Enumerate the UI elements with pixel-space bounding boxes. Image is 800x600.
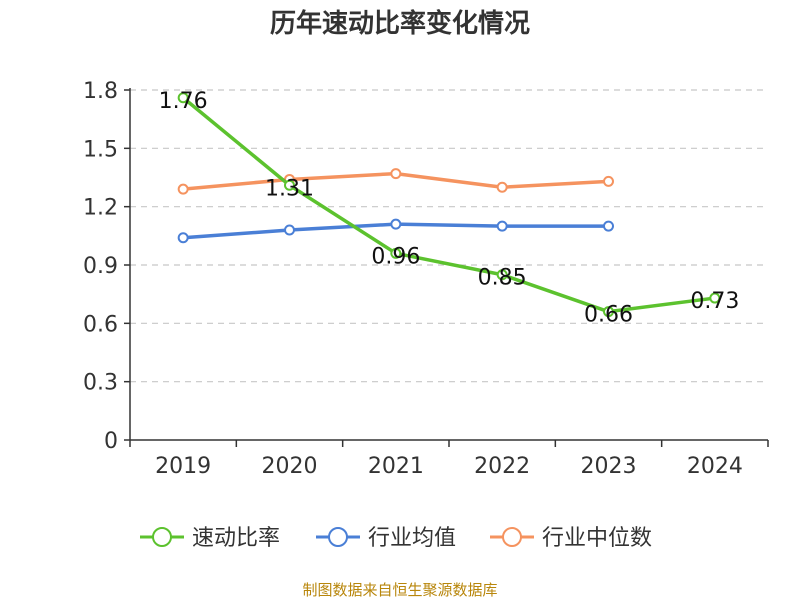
- x-tick-label: 2023: [581, 454, 637, 479]
- data-point: [603, 220, 614, 232]
- data-point: [603, 175, 614, 187]
- x-tick-label: 2020: [262, 454, 318, 479]
- data-point: [177, 92, 189, 104]
- chart-title: 历年速动比率变化情况: [270, 8, 530, 39]
- data-label: 1.76: [159, 89, 208, 114]
- y-tick-label: 0.6: [83, 312, 118, 337]
- data-point: [709, 292, 721, 304]
- y-tick-label: 0.9: [83, 254, 118, 279]
- data-label: 0.73: [690, 289, 739, 314]
- data-point: [603, 306, 614, 318]
- x-tick-label: 2022: [474, 454, 530, 479]
- data-point: [284, 179, 295, 191]
- legend-marker[interactable]: [328, 527, 348, 547]
- legend-label[interactable]: 行业中位数: [542, 526, 652, 551]
- data-point: [496, 220, 508, 232]
- y-tick-label: 0.3: [83, 371, 118, 396]
- data-point: [390, 247, 402, 259]
- data-point: [390, 168, 402, 180]
- data-label: 0.66: [584, 303, 633, 328]
- series-layer: [177, 92, 721, 318]
- data-point: [177, 232, 189, 244]
- x-tick-label: 2021: [368, 454, 424, 479]
- legend[interactable]: 速动比率 行业均值 行业中位数: [140, 526, 652, 551]
- data-labels: 1.76 1.31 0.96 0.85 0.66 0.73: [159, 89, 740, 328]
- data-label: 0.96: [371, 244, 420, 269]
- axes: 0 0.3 0.6 0.9 1.2 1.5 1.8 2019 2020 2021 2022 2023 2…: [83, 79, 769, 479]
- data-point: [177, 183, 189, 195]
- data-label: 1.31: [265, 176, 314, 201]
- y-tick-label: 1.2: [83, 196, 118, 221]
- data-label: 0.85: [478, 266, 527, 291]
- x-tick-label: 2019: [155, 454, 211, 479]
- y-tick-label: 0: [104, 429, 118, 454]
- data-point: [496, 269, 508, 281]
- legend-marker[interactable]: [502, 527, 522, 547]
- y-tick-label: 1.5: [83, 137, 118, 162]
- source-note: 制图数据来自恒生聚源数据库: [302, 581, 497, 599]
- data-point: [390, 218, 402, 230]
- series-line: [182, 96, 716, 314]
- legend-label[interactable]: 速动比率: [192, 526, 280, 551]
- y-tick-label: 1.8: [83, 79, 118, 104]
- x-tick-label: 2024: [687, 454, 743, 479]
- legend-marker[interactable]: [152, 527, 172, 547]
- gridlines: [130, 89, 768, 383]
- legend-label[interactable]: 行业均值: [368, 526, 456, 551]
- data-point: [496, 181, 508, 193]
- data-point: [284, 224, 295, 236]
